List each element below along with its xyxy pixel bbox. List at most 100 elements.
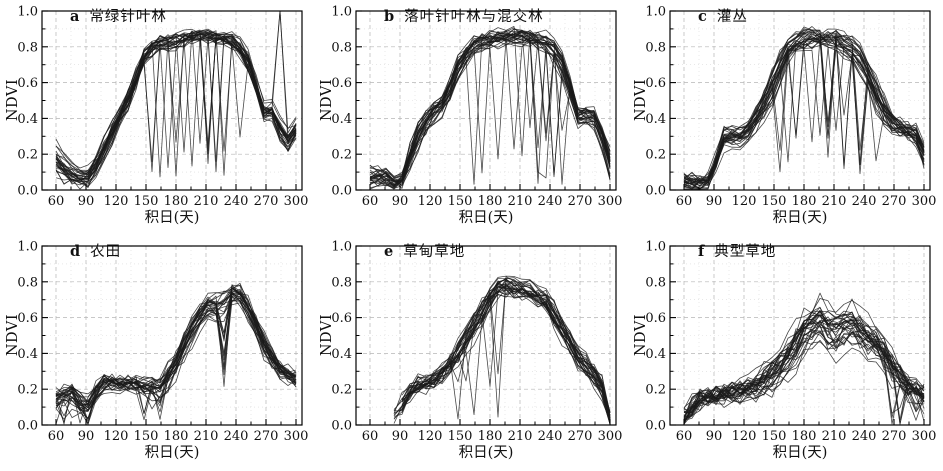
svg-text:60: 60 bbox=[676, 429, 693, 444]
panel-title-text: 落叶针叶林与混交林 bbox=[404, 9, 544, 25]
x-axis-title: 积日(天) bbox=[144, 445, 200, 461]
panel-title-text: 常绿针叶林 bbox=[89, 9, 167, 25]
svg-text:150: 150 bbox=[448, 194, 473, 209]
svg-text:0.8: 0.8 bbox=[331, 275, 352, 290]
svg-text:0.6: 0.6 bbox=[645, 311, 666, 326]
svg-text:0.2: 0.2 bbox=[17, 383, 38, 398]
panel-letter: c bbox=[698, 8, 708, 25]
svg-text:270: 270 bbox=[254, 429, 279, 444]
svg-text:210: 210 bbox=[508, 194, 533, 209]
svg-text:0.8: 0.8 bbox=[645, 40, 666, 55]
svg-text:0.0: 0.0 bbox=[17, 184, 38, 199]
y-axis-title: NDVI bbox=[633, 78, 649, 122]
svg-text:0.8: 0.8 bbox=[17, 40, 38, 55]
panel-letter: d bbox=[70, 243, 82, 260]
panel-title-text: 典型草地 bbox=[714, 244, 777, 260]
svg-text:270: 270 bbox=[568, 194, 593, 209]
svg-text:150: 150 bbox=[134, 194, 159, 209]
svg-text:0.0: 0.0 bbox=[17, 419, 38, 434]
panel-a-evergreen-needleleaf-forest: 60 90 120 150 180 210 240 270 300 0.0 0.2 0.4 0.6 0.8… bbox=[0, 0, 314, 235]
svg-text:240: 240 bbox=[538, 194, 563, 209]
panel-c-shrubland: 60 90 120 150 180 210 240 270 300 0.0 0.2 0.4 0.6 0.8… bbox=[628, 0, 943, 235]
svg-text:90: 90 bbox=[706, 429, 723, 444]
svg-text:300: 300 bbox=[598, 429, 623, 444]
svg-text:90: 90 bbox=[706, 194, 723, 209]
svg-text:60: 60 bbox=[362, 429, 379, 444]
svg-text:90: 90 bbox=[392, 194, 409, 209]
svg-text:0.6: 0.6 bbox=[331, 76, 352, 91]
y-axis-title: NDVI bbox=[633, 313, 649, 357]
svg-text:210: 210 bbox=[822, 429, 847, 444]
y-axis-title: NDVI bbox=[5, 313, 21, 357]
svg-text:300: 300 bbox=[284, 429, 309, 444]
y-axis-title: NDVI bbox=[319, 78, 335, 122]
svg-text:300: 300 bbox=[912, 194, 937, 209]
panel-title: b 落叶针叶林与混交林 bbox=[384, 5, 544, 26]
svg-text:300: 300 bbox=[284, 194, 309, 209]
svg-text:270: 270 bbox=[568, 429, 593, 444]
panel-title: a 常绿针叶林 bbox=[70, 5, 167, 26]
svg-text:0.4: 0.4 bbox=[17, 112, 38, 127]
svg-text:0.2: 0.2 bbox=[645, 148, 666, 163]
svg-text:180: 180 bbox=[478, 429, 503, 444]
panel-letter: e bbox=[384, 243, 395, 260]
svg-text:0.0: 0.0 bbox=[645, 419, 666, 434]
svg-text:240: 240 bbox=[224, 194, 249, 209]
svg-text:210: 210 bbox=[508, 429, 533, 444]
svg-text:120: 120 bbox=[732, 194, 757, 209]
panel-letter: b bbox=[384, 8, 396, 25]
svg-text:0.2: 0.2 bbox=[331, 383, 352, 398]
svg-text:0.6: 0.6 bbox=[331, 311, 352, 326]
svg-text:240: 240 bbox=[852, 429, 877, 444]
svg-text:0.8: 0.8 bbox=[331, 40, 352, 55]
y-axis-title: NDVI bbox=[5, 78, 21, 122]
svg-text:60: 60 bbox=[48, 429, 65, 444]
ndvi-line-chart-c: 60 90 120 150 180 210 240 270 300 0.0 0.2 0.4 0.6 0.8… bbox=[645, 5, 937, 210]
svg-text:150: 150 bbox=[134, 429, 159, 444]
svg-text:120: 120 bbox=[104, 429, 129, 444]
svg-text:0.2: 0.2 bbox=[331, 148, 352, 163]
panel-title-text: 草甸草地 bbox=[403, 244, 466, 260]
svg-text:180: 180 bbox=[792, 194, 817, 209]
svg-text:1.0: 1.0 bbox=[17, 240, 38, 255]
svg-text:210: 210 bbox=[194, 429, 219, 444]
svg-text:300: 300 bbox=[598, 194, 623, 209]
svg-text:0.6: 0.6 bbox=[645, 76, 666, 91]
svg-text:1.0: 1.0 bbox=[331, 5, 352, 20]
svg-text:0.6: 0.6 bbox=[17, 76, 38, 91]
panel-title: e 草甸草地 bbox=[384, 240, 465, 261]
x-axis-title: 积日(天) bbox=[772, 210, 828, 226]
svg-text:60: 60 bbox=[676, 194, 693, 209]
x-axis-title: 积日(天) bbox=[458, 210, 514, 226]
svg-text:270: 270 bbox=[254, 194, 279, 209]
svg-text:270: 270 bbox=[882, 194, 907, 209]
panel-letter: f bbox=[698, 243, 706, 260]
svg-text:0.0: 0.0 bbox=[645, 184, 666, 199]
svg-text:120: 120 bbox=[418, 194, 443, 209]
svg-text:0.8: 0.8 bbox=[645, 275, 666, 290]
svg-text:210: 210 bbox=[194, 194, 219, 209]
svg-text:0.4: 0.4 bbox=[645, 112, 666, 127]
panel-title: d 农田 bbox=[70, 240, 121, 261]
svg-text:270: 270 bbox=[882, 429, 907, 444]
svg-text:60: 60 bbox=[362, 194, 379, 209]
svg-text:180: 180 bbox=[792, 429, 817, 444]
svg-text:0.4: 0.4 bbox=[645, 347, 666, 362]
svg-text:0.0: 0.0 bbox=[331, 184, 352, 199]
svg-text:1.0: 1.0 bbox=[17, 5, 38, 20]
panel-b-deciduous-needleleaf-mixed-forest: 60 90 120 150 180 210 240 270 300 0.0 0.2 0.4 0.6 0.8… bbox=[314, 0, 628, 235]
panel-d-cropland: 60 90 120 150 180 210 240 270 300 0.0 0.2 0.4 0.6 0.8… bbox=[0, 235, 314, 471]
panel-title: c 灌丛 bbox=[698, 5, 748, 26]
svg-text:0.4: 0.4 bbox=[17, 347, 38, 362]
svg-text:0.4: 0.4 bbox=[331, 347, 352, 362]
y-axis-title: NDVI bbox=[319, 313, 335, 357]
svg-text:180: 180 bbox=[164, 194, 189, 209]
panel-e-meadow-grassland: 60 90 120 150 180 210 240 270 300 0.0 0.2 0.4 0.6 0.8… bbox=[314, 235, 628, 471]
panel-f-typical-grassland: 60 90 120 150 180 210 240 270 300 0.0 0.2 0.4 0.6 0.8… bbox=[628, 235, 943, 471]
svg-text:0.8: 0.8 bbox=[17, 275, 38, 290]
panel-title-text: 灌丛 bbox=[716, 9, 748, 25]
x-axis-title: 积日(天) bbox=[144, 210, 200, 226]
svg-text:1.0: 1.0 bbox=[645, 240, 666, 255]
svg-text:90: 90 bbox=[78, 429, 95, 444]
svg-text:0.0: 0.0 bbox=[331, 419, 352, 434]
